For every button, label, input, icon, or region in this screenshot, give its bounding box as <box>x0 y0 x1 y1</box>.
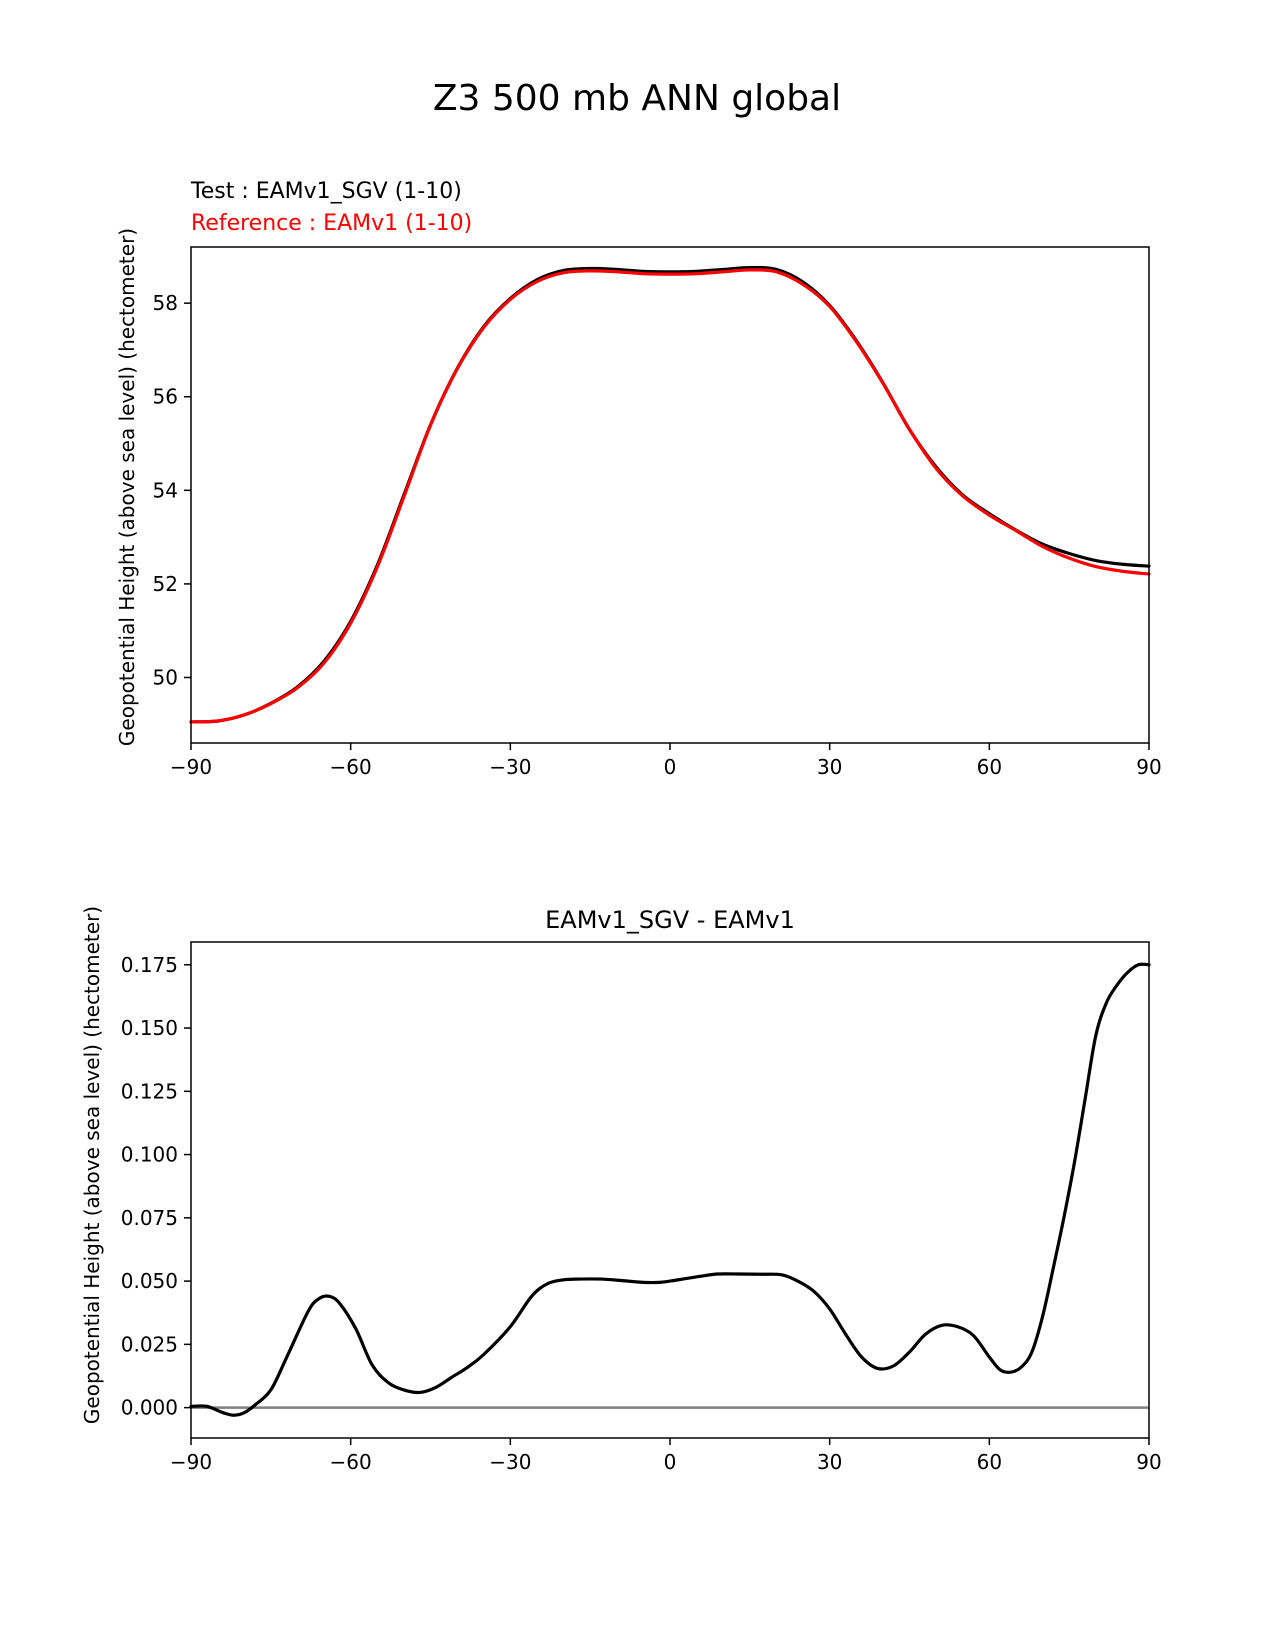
reference-series-line <box>189 268 1151 724</box>
bottom-x-tick-label: 60 <box>977 1450 1002 1474</box>
legend-reference: Reference : EAMv1 (1-10) <box>191 211 472 236</box>
top-x-tick-label: 0 <box>664 755 677 779</box>
top-x-tick-label: −90 <box>170 755 212 779</box>
difference-series-line <box>189 962 1151 1417</box>
top-y-tick-label: 54 <box>153 478 178 502</box>
bottom-x-tick-label: −30 <box>489 1450 531 1474</box>
bottom-y-tick-label: 0.125 <box>121 1079 178 1103</box>
top-x-tick-label: 60 <box>977 755 1002 779</box>
bottom-x-tick-label: 90 <box>1136 1450 1161 1474</box>
bottom-series <box>189 962 1151 1417</box>
bottom-x-tick-label: 0 <box>664 1450 677 1474</box>
top-axis-ticks: −90 −60 −30 0 30 60 90 50 52 54 56 58 <box>153 291 1162 779</box>
bottom-x-tick-label: −60 <box>330 1450 372 1474</box>
bottom-plot-frame <box>190 941 1150 1439</box>
bottom-y-tick-label: 0.000 <box>121 1396 178 1420</box>
bottom-y-tick-label: 0.050 <box>121 1269 178 1293</box>
bottom-y-tick-label: 0.025 <box>121 1332 178 1356</box>
bottom-y-tick-label: 0.075 <box>121 1206 178 1230</box>
test-series-line <box>189 265 1151 724</box>
top-y-tick-label: 58 <box>153 291 178 315</box>
top-x-tick-label: 90 <box>1136 755 1161 779</box>
figure-title: Z3 500 mb ANN global <box>433 78 841 119</box>
top-y-tick-label: 52 <box>153 572 178 596</box>
bottom-y-axis-label: Geopotential Height (above sea level) (h… <box>80 906 104 1424</box>
top-x-tick-label: −30 <box>489 755 531 779</box>
bottom-axis-ticks: −90 −60 −30 0 30 60 90 0.000 0.025 0.050 0.075 0.10… <box>121 953 1162 1474</box>
bottom-x-tick-label: −90 <box>170 1450 212 1474</box>
top-y-axis-label: Geopotential Height (above sea level) (h… <box>115 228 139 746</box>
legend-test: Test : EAMv1_SGV (1-10) <box>190 179 462 204</box>
bottom-panel: EAMv1_SGV - EAMv1 Geopotential Height (a… <box>80 906 1162 1474</box>
top-y-tick-label: 56 <box>153 385 178 409</box>
bottom-y-tick-label: 0.100 <box>121 1143 178 1167</box>
top-plot-frame <box>190 246 1150 744</box>
bottom-y-tick-label: 0.150 <box>121 1016 178 1040</box>
top-x-tick-label: −60 <box>330 755 372 779</box>
top-x-tick-label: 30 <box>817 755 842 779</box>
top-y-tick-label: 50 <box>153 665 178 689</box>
top-panel: Test : EAMv1_SGV (1-10) Reference : EAMv… <box>115 179 1162 779</box>
bottom-x-tick-label: 30 <box>817 1450 842 1474</box>
bottom-y-tick-label: 0.175 <box>121 953 178 977</box>
top-series <box>189 265 1151 724</box>
bottom-chart-title: EAMv1_SGV - EAMv1 <box>545 906 795 934</box>
